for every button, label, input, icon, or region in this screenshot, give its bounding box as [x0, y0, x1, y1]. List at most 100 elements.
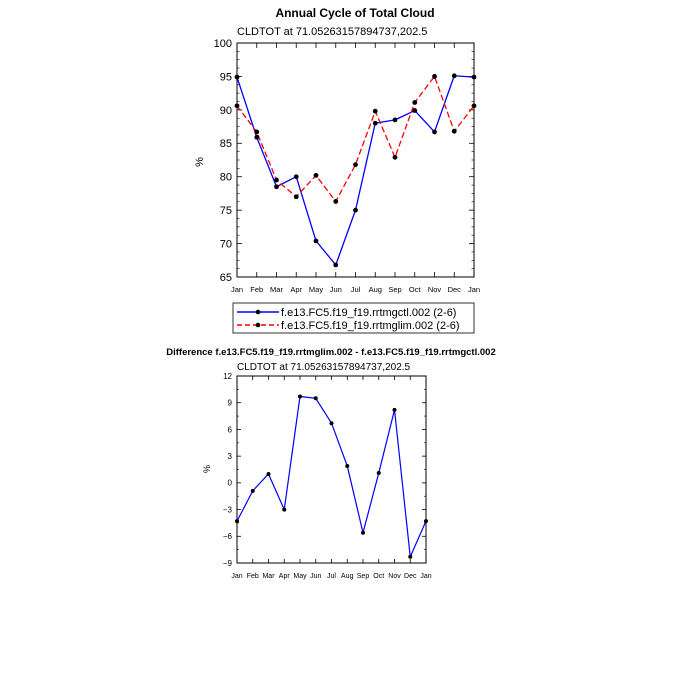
data-point-1-7 — [372, 108, 378, 114]
x-tick-label: Jul — [351, 285, 361, 294]
y-tick-label: −9 — [223, 559, 233, 568]
y-tick-label: 90 — [220, 105, 232, 117]
x-tick-label: Jun — [310, 573, 321, 580]
y-tick-label: 3 — [228, 452, 233, 461]
data-point-0-1 — [254, 134, 260, 140]
data-point-0-9 — [412, 108, 418, 113]
x-tick-label: May — [293, 573, 307, 580]
data-point-1-8 — [392, 154, 398, 160]
data-point-0-7 — [345, 463, 350, 468]
data-point-0-11 — [451, 73, 457, 79]
legend-marker-ctl — [255, 309, 261, 315]
y-tick-label: 95 — [220, 71, 232, 83]
x-tick-label: Apr — [279, 573, 291, 580]
y-tick-label: 85 — [220, 138, 232, 150]
diff-series-group — [235, 394, 428, 559]
diff-chart-title: Difference f.e13.FC5.f19_f19.rrtmglim.00… — [166, 347, 495, 358]
data-point-0-4 — [313, 238, 319, 244]
x-tick-labels: Jan Feb Mar Apr May Jun Jul Aug Sep Oct Nov Dec Jan — [231, 285, 480, 294]
y-tick-label: −3 — [223, 505, 233, 514]
x-tick-label: Feb — [247, 573, 259, 580]
y-tick-label: 80 — [220, 172, 232, 184]
y-tick-label: 9 — [228, 399, 233, 408]
x-tick-label: Jul — [327, 573, 336, 580]
x-tick-label: Sep — [357, 573, 370, 580]
x-tick-label: Oct — [409, 285, 422, 294]
x-tick-label: Aug — [369, 285, 382, 294]
x-tick-label: Dec — [404, 573, 417, 580]
data-point-1-5 — [333, 199, 339, 204]
data-point-0-7 — [372, 120, 378, 126]
data-point-0-6 — [329, 421, 334, 426]
y-tick-label: 12 — [223, 372, 232, 381]
legend-marker-lim — [255, 322, 261, 328]
y-tick-label: 100 — [214, 38, 232, 50]
x-tick-label: May — [309, 285, 323, 294]
data-point-0-2 — [274, 184, 279, 190]
data-point-0-6 — [353, 207, 358, 213]
data-point-1-2 — [274, 177, 279, 183]
data-point-1-1 — [254, 129, 260, 135]
x-tick-label: Oct — [373, 573, 384, 580]
series-line-1 — [236, 75, 475, 203]
x-tick-label: Jun — [330, 285, 342, 294]
diff-y-axis-label: % — [202, 465, 212, 473]
y-tick-labels: 65 70 75 80 85 90 95 100 — [214, 38, 232, 284]
x-tick-label: Mar — [270, 285, 283, 294]
diff-x-tick-labels: Jan Feb Mar Apr May Jun Jul Aug Sep Oct Nov Dec Jan — [231, 573, 431, 580]
data-point-1-10 — [432, 74, 437, 79]
y-tick-label: 0 — [228, 479, 233, 488]
data-point-0-3 — [293, 174, 299, 180]
series-group — [234, 73, 477, 268]
data-point-0-5 — [333, 262, 339, 268]
y-tick-label: −6 — [223, 532, 233, 541]
y-tick-label: 6 — [228, 425, 233, 434]
plot-frame — [236, 42, 475, 278]
data-point-0-3 — [282, 507, 287, 512]
diff-plot-frame — [236, 375, 427, 564]
y-tick-label: 65 — [220, 272, 232, 284]
legend-entry-ctl: f.e13.FC5.f19_f19.rrtmgctl.002 (2-6) — [281, 307, 456, 319]
x-tick-label: Sep — [388, 285, 401, 294]
data-point-0-10 — [392, 407, 397, 412]
difference-chart: Difference f.e13.FC5.f19_f19.rrtmglim.00… — [166, 347, 495, 580]
x-tick-label: Dec — [448, 285, 462, 294]
data-point-1-11 — [451, 128, 457, 134]
axis-ticks — [236, 42, 475, 278]
x-tick-label: Feb — [250, 285, 263, 294]
x-tick-label: Nov — [428, 285, 442, 294]
chart-subtitle: CLDTOT at 71.05263157894737,202.5 — [237, 26, 427, 38]
data-point-0-5 — [313, 396, 318, 401]
diff-axis-ticks — [236, 375, 427, 564]
x-tick-label: Jan — [231, 573, 242, 580]
x-tick-label: Nov — [388, 573, 401, 580]
legend-box — [232, 302, 475, 334]
data-point-0-11 — [408, 554, 413, 559]
x-tick-label: Mar — [262, 573, 275, 580]
series-line-0 — [236, 395, 427, 558]
data-point-0-9 — [376, 471, 381, 476]
data-point-0-8 — [361, 530, 365, 535]
data-point-1-9 — [412, 100, 418, 105]
diff-y-tick-labels: −9 −6 −3 0 3 6 9 12 — [223, 372, 233, 568]
x-tick-label: Jan — [231, 285, 243, 294]
x-tick-label: Aug — [341, 573, 354, 580]
diff-chart-subtitle: CLDTOT at 71.05263157894737,202.5 — [237, 362, 411, 373]
x-tick-label: Jan — [468, 285, 480, 294]
y-tick-label: 75 — [220, 205, 232, 217]
legend: f.e13.FC5.f19_f19.rrtmgctl.002 (2-6) f.e… — [232, 302, 475, 334]
data-point-0-1 — [250, 488, 255, 493]
data-point-1-3 — [293, 194, 299, 200]
data-point-0-4 — [298, 394, 302, 399]
x-tick-label: Jan — [420, 573, 431, 580]
data-point-0-2 — [266, 471, 271, 476]
legend-entry-lim: f.e13.FC5.f19_f19.rrtmglim.002 (2-6) — [281, 320, 460, 332]
x-tick-label: Apr — [290, 285, 302, 294]
data-point-0-10 — [432, 129, 437, 135]
y-axis-label: % — [194, 157, 206, 167]
data-point-1-4 — [313, 172, 319, 178]
data-point-0-8 — [392, 117, 398, 123]
data-point-1-6 — [353, 162, 358, 168]
